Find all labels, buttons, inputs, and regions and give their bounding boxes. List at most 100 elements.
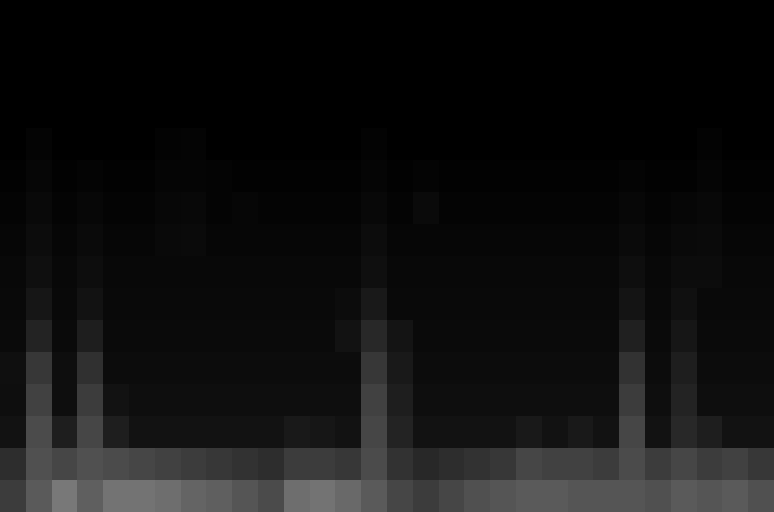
cell [593,448,619,481]
cell [103,352,129,385]
cell [464,256,490,289]
cell [232,64,258,97]
cell [129,480,155,512]
cell [697,192,723,225]
cell [26,64,52,97]
cell [593,288,619,321]
cell [52,320,78,353]
cell [697,64,723,97]
cell [568,416,594,449]
cell [232,224,258,257]
cell [103,224,129,257]
cell [413,448,439,481]
cell [129,352,155,385]
cell [310,288,336,321]
cell [335,448,361,481]
cell [52,480,78,512]
cell [387,288,413,321]
cell [387,96,413,129]
cell [413,160,439,193]
cell [748,224,774,257]
cell [77,480,103,512]
cell [232,0,258,33]
cell [129,256,155,289]
cell [52,160,78,193]
cell [26,192,52,225]
cell [310,448,336,481]
cell [258,128,284,161]
cell [26,288,52,321]
cell [568,256,594,289]
cell [722,192,748,225]
cell [722,0,748,33]
cell [722,32,748,65]
cell [619,192,645,225]
cell [284,64,310,97]
cell [722,224,748,257]
cell [542,32,568,65]
cell [568,288,594,321]
cell [722,160,748,193]
cell [284,384,310,417]
cell [103,416,129,449]
cell [697,352,723,385]
cell [568,480,594,512]
cell [77,448,103,481]
cell [387,352,413,385]
cell [155,448,181,481]
cell [361,320,387,353]
cell [206,32,232,65]
cell [697,128,723,161]
cell [103,160,129,193]
cell [232,192,258,225]
cell [671,416,697,449]
cell [542,288,568,321]
cell [748,32,774,65]
cell [129,160,155,193]
cell [619,352,645,385]
cell [619,448,645,481]
cell [697,320,723,353]
cell [722,64,748,97]
cell [335,288,361,321]
cell [155,416,181,449]
cell [490,288,516,321]
cell [516,288,542,321]
cell [232,320,258,353]
cell [206,128,232,161]
cell [77,416,103,449]
cell [748,288,774,321]
cell [77,288,103,321]
cell [335,352,361,385]
cell [77,224,103,257]
cell [439,224,465,257]
cell [155,384,181,417]
cell [258,96,284,129]
cell [542,128,568,161]
cell [671,192,697,225]
cell [516,0,542,33]
cell [284,96,310,129]
cell [258,192,284,225]
cell [129,448,155,481]
cell [697,448,723,481]
cell [129,224,155,257]
cell [258,256,284,289]
cell [516,320,542,353]
cell [26,160,52,193]
cell [258,224,284,257]
cell [722,256,748,289]
cell [671,256,697,289]
cell [52,192,78,225]
cell [52,352,78,385]
cell [413,32,439,65]
cell [671,288,697,321]
cell [361,0,387,33]
cell [77,128,103,161]
cell [361,64,387,97]
cell [361,128,387,161]
cell [232,352,258,385]
cell [645,256,671,289]
cell [155,64,181,97]
cell [464,128,490,161]
